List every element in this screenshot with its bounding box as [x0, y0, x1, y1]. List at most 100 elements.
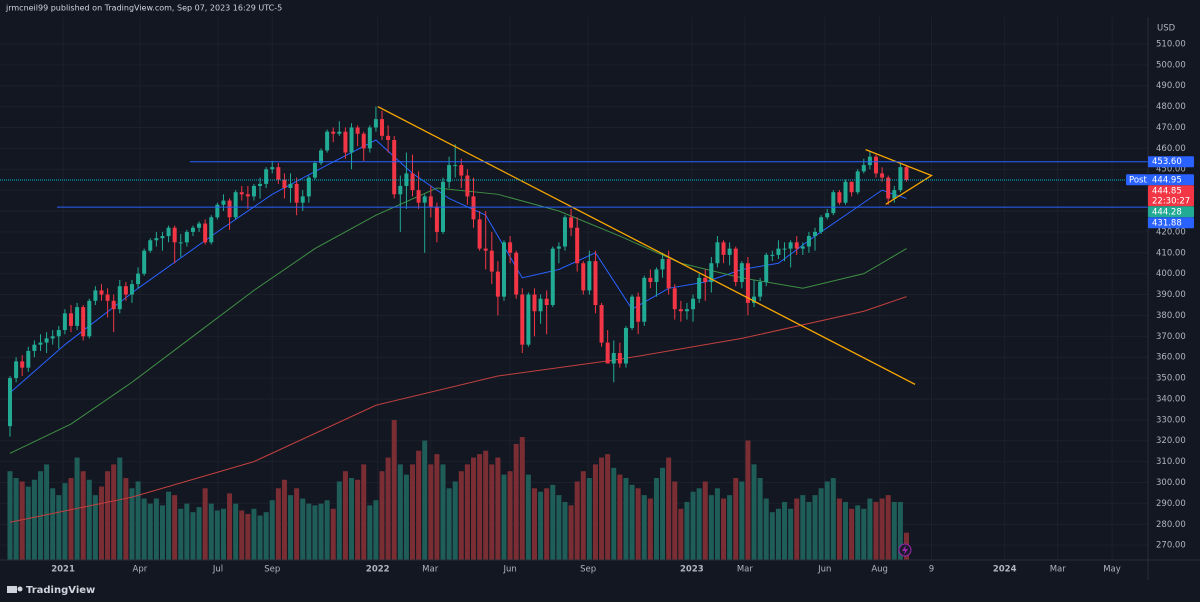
volume-bar — [245, 513, 251, 560]
candle-body — [99, 290, 104, 295]
candle-body — [282, 179, 287, 189]
volume-bar — [385, 457, 391, 560]
candle-body — [782, 248, 787, 250]
volume-bar — [25, 486, 31, 560]
candle-body — [300, 196, 305, 203]
candle-body — [380, 119, 385, 136]
volume-bar — [617, 474, 623, 560]
candle-body — [733, 248, 738, 283]
volume-bar — [403, 474, 409, 560]
price-tag — [1148, 185, 1194, 207]
volume-bar — [111, 464, 117, 560]
candle-body — [477, 219, 482, 249]
y-tick-label: 390.00 — [1156, 290, 1186, 300]
candle-body — [453, 165, 458, 167]
candle-body — [26, 350, 31, 368]
volume-bar — [586, 478, 592, 560]
volume-bar — [531, 488, 537, 560]
candle-body — [148, 240, 153, 251]
candle-body — [288, 183, 293, 189]
x-tick-label: Apr — [133, 565, 148, 575]
candle-body — [465, 175, 470, 197]
candle-body — [581, 263, 586, 291]
volume-bar — [281, 479, 287, 560]
candle-body — [880, 173, 885, 178]
x-tick-label: Mar — [737, 565, 754, 575]
price-tag-label: 444.95 — [1152, 175, 1182, 185]
volume-bar — [56, 495, 62, 560]
volume-bar — [13, 478, 19, 560]
volume-bar — [458, 471, 464, 560]
candle-body — [410, 173, 415, 191]
candle-body — [697, 277, 702, 299]
y-tick-label: 340.00 — [1156, 394, 1186, 404]
candle-body — [239, 192, 244, 195]
volume-bar — [751, 464, 757, 560]
header: jrmcneil99 published on TradingView.com,… — [5, 4, 282, 13]
candle-body — [276, 167, 281, 180]
volume-bar — [452, 481, 458, 560]
volume-bar — [214, 510, 220, 560]
candle-body — [386, 135, 391, 141]
candle-body — [398, 185, 403, 195]
candle-body — [587, 261, 592, 291]
volume-bar — [641, 495, 647, 560]
volume-bar — [501, 474, 507, 560]
volume-bar — [251, 508, 257, 560]
volume-bar — [897, 501, 903, 560]
candle-body — [745, 263, 750, 303]
candle-body — [813, 231, 818, 237]
candle-body — [142, 250, 147, 274]
replay-icon[interactable] — [898, 543, 912, 557]
candle-body — [819, 217, 824, 232]
price-tag-note: Post — [1129, 175, 1147, 185]
candle-body — [666, 259, 671, 289]
candle-body — [764, 254, 769, 283]
candle-body — [489, 250, 494, 272]
volume-bar — [410, 464, 416, 560]
x-tick-label: 2021 — [51, 565, 75, 575]
volume-bar — [885, 495, 891, 560]
volume-bar — [611, 467, 617, 560]
volume-bar — [727, 495, 733, 560]
y-tick-label: 370.00 — [1156, 332, 1186, 342]
volume-bar — [824, 481, 830, 560]
candle-body — [691, 298, 696, 310]
volume-bar — [330, 508, 336, 560]
candle-body — [800, 246, 805, 249]
x-tick-label: Aug — [871, 565, 888, 575]
candle-body — [776, 248, 781, 255]
volume-bar — [708, 495, 714, 560]
candle-body — [221, 200, 226, 205]
candle-body — [361, 133, 366, 149]
price-tag — [1148, 174, 1194, 186]
price-tag-note: 22:30:27 — [1152, 196, 1190, 206]
volume-bar — [324, 500, 330, 560]
candle-body — [343, 131, 348, 153]
volume-bar — [196, 507, 202, 560]
x-tick-label: May — [1103, 565, 1121, 575]
y-tick-label: 490.00 — [1156, 81, 1186, 91]
volume-bar — [763, 498, 769, 560]
volume-bar — [269, 500, 275, 560]
candle-body — [544, 298, 549, 305]
price-tag — [1148, 156, 1194, 168]
volume-bar — [830, 478, 836, 560]
y-tick-label: 450.00 — [1156, 165, 1186, 175]
volume-bar — [184, 503, 190, 560]
y-tick-label: 460.00 — [1156, 144, 1186, 154]
volume-bar — [891, 501, 897, 560]
y-tick-label: 420.00 — [1156, 227, 1186, 237]
candle-body — [190, 227, 195, 232]
candle-body — [605, 342, 610, 364]
candle-body — [514, 252, 519, 295]
footer-brand: TradingView — [26, 585, 95, 596]
volume-bar — [361, 464, 367, 560]
volume-bar — [477, 454, 483, 560]
candle-body — [849, 181, 854, 193]
candle-body — [197, 223, 202, 228]
volume-bar — [794, 498, 800, 560]
y-tick-label: 360.00 — [1156, 353, 1186, 363]
candle-body — [556, 246, 561, 249]
candle-body — [312, 162, 317, 178]
